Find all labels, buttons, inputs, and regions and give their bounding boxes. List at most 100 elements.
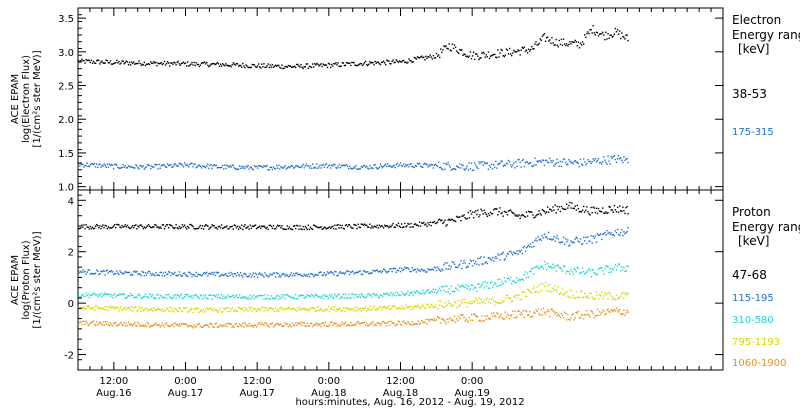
data-point (422, 166, 424, 168)
data-point (593, 271, 595, 274)
data-point (172, 273, 174, 275)
data-point (133, 323, 135, 326)
data-point (230, 323, 232, 325)
data-point (361, 64, 364, 67)
data-point (253, 298, 256, 300)
data-point (194, 325, 196, 328)
data-point (155, 224, 157, 226)
data-point (579, 291, 582, 293)
data-point (621, 32, 623, 34)
data-point (342, 293, 345, 296)
data-point (147, 223, 150, 226)
data-point (212, 62, 214, 65)
data-point (267, 309, 269, 311)
proton-ylabel-line-2: log(Proton Flux) (21, 240, 32, 319)
data-point (416, 268, 419, 270)
data-point (120, 227, 122, 229)
data-point (125, 226, 127, 228)
data-point (362, 296, 365, 298)
data-point (155, 297, 157, 299)
data-point (416, 162, 419, 164)
data-point (85, 292, 87, 294)
data-point (296, 298, 298, 300)
data-point (499, 52, 501, 54)
data-point (188, 295, 190, 298)
data-point (594, 235, 596, 237)
data-point (398, 225, 401, 227)
data-point (551, 239, 553, 241)
data-point (440, 48, 442, 50)
data-point (436, 308, 439, 310)
data-point (216, 167, 219, 169)
x-tick-label-time: 12:00 (386, 376, 415, 387)
data-point (189, 64, 191, 66)
data-point (179, 295, 181, 297)
data-point (333, 163, 335, 165)
data-point (583, 296, 585, 299)
data-point (241, 325, 243, 327)
data-point (512, 310, 514, 312)
data-point (206, 297, 208, 299)
data-point (530, 243, 532, 245)
data-point (379, 163, 382, 166)
data-point (612, 211, 614, 213)
data-point (300, 274, 302, 277)
data-point (340, 65, 342, 67)
data-point (395, 224, 397, 226)
data-point (105, 225, 107, 227)
data-point (523, 274, 526, 276)
data-point (563, 158, 566, 161)
data-point (153, 324, 155, 326)
data-point (537, 266, 539, 269)
data-point (416, 323, 419, 325)
data-point (451, 319, 454, 321)
data-point (160, 62, 162, 64)
data-point (247, 164, 249, 167)
data-point (307, 325, 310, 327)
data-point (281, 64, 283, 66)
data-point (480, 320, 482, 322)
data-point (586, 295, 588, 297)
data-point (301, 294, 303, 296)
data-point (314, 324, 316, 327)
data-point (292, 307, 295, 310)
data-point (249, 273, 251, 275)
data-point (432, 288, 435, 290)
data-point (266, 324, 268, 326)
data-point (93, 227, 96, 230)
data-point (282, 325, 284, 328)
data-point (249, 308, 251, 310)
data-point (343, 297, 346, 299)
data-point (551, 308, 553, 310)
data-point (477, 167, 479, 169)
data-point (245, 64, 247, 66)
data-point (490, 163, 493, 166)
data-point (273, 310, 276, 313)
data-point (332, 65, 334, 67)
data-point (472, 299, 475, 302)
data-point (199, 224, 202, 227)
data-point (550, 291, 552, 293)
data-point (156, 226, 158, 228)
data-point (378, 166, 381, 168)
data-point (125, 323, 127, 325)
data-point (414, 268, 417, 271)
data-point (540, 161, 542, 163)
data-point (557, 208, 559, 211)
data-point (585, 164, 587, 166)
data-point (488, 214, 491, 217)
data-point (532, 165, 534, 168)
data-point (233, 326, 235, 329)
data-point (233, 167, 235, 169)
data-point (626, 34, 628, 36)
data-point (116, 306, 118, 308)
data-point (401, 226, 404, 229)
data-point (189, 325, 191, 327)
data-point (261, 273, 263, 275)
data-point (485, 318, 487, 321)
data-point (265, 298, 267, 300)
data-point (99, 63, 101, 65)
data-point (460, 49, 462, 51)
data-point (283, 166, 285, 168)
